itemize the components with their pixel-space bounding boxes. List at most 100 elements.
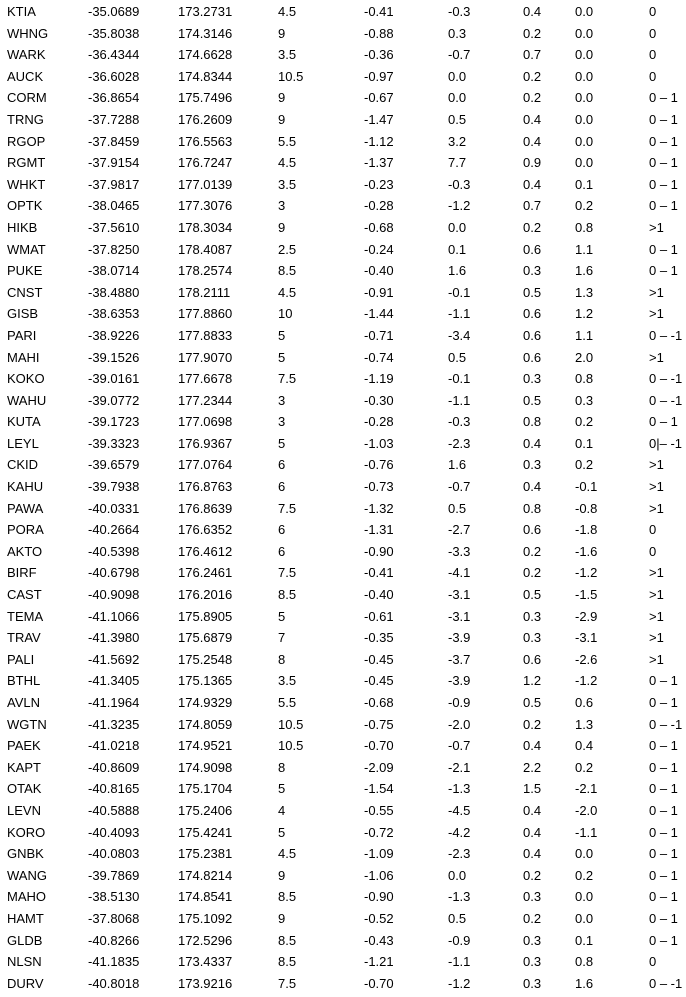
table-row: BTHL -41.3405 175.1365 3.5 -0.45 -3.9 1.2 -1.2 0… <box>0 670 686 692</box>
value-c-cell: 9 <box>278 910 286 926</box>
range-cell: 0 – 1 <box>649 824 678 840</box>
value-d-cell: -0.40 <box>364 587 394 603</box>
station-code-cell: HIKB <box>7 219 38 235</box>
value-e-cell: 3.2 <box>448 133 467 149</box>
value-g-cell: 1.3 <box>575 284 594 300</box>
table-row: NLSN -41.1835 173.4337 8.5 -1.21 -1.1 0.3 0.8 0 <box>0 951 686 973</box>
longitude-cell: 176.7247 <box>178 155 233 171</box>
value-g-cell: 0.3 <box>575 392 594 408</box>
range-cell: 0 – 1 <box>649 781 678 797</box>
longitude-cell: 178.4087 <box>178 241 233 257</box>
value-g-cell: 0.2 <box>575 457 594 473</box>
station-code-cell: RGOP <box>7 133 46 149</box>
value-c-cell: 5 <box>278 435 286 451</box>
range-cell: >1 <box>649 651 664 667</box>
value-g-cell: -2.6 <box>575 651 598 667</box>
value-g-cell: 1.2 <box>575 306 594 322</box>
table-row: KTIA -35.0689 173.2731 4.5 -0.41 -0.3 0.4 0.0 0 <box>0 1 686 23</box>
range-cell: 0 – 1 <box>649 867 678 883</box>
table-row: WAHU -39.0772 177.2344 3 -0.30 -1.1 0.5 0.3 0 – … <box>0 390 686 412</box>
value-d-cell: -0.35 <box>364 630 394 646</box>
range-cell: 0 – 1 <box>649 759 678 775</box>
value-f-cell: 0.4 <box>523 435 542 451</box>
value-c-cell: 4 <box>278 802 286 818</box>
value-g-cell: 0.0 <box>575 889 594 905</box>
latitude-cell: -40.5888 <box>88 802 140 818</box>
value-g-cell: -1.2 <box>575 673 598 689</box>
value-d-cell: -2.09 <box>364 759 394 775</box>
value-f-cell: 0.2 <box>523 219 542 235</box>
range-cell: >1 <box>649 565 664 581</box>
value-e-cell: -4.1 <box>448 565 471 581</box>
value-d-cell: -0.23 <box>364 176 394 192</box>
latitude-cell: -39.1526 <box>88 349 140 365</box>
value-f-cell: 0.2 <box>523 867 542 883</box>
value-c-cell: 6 <box>278 457 286 473</box>
longitude-cell: 174.9098 <box>178 759 233 775</box>
value-g-cell: 0.4 <box>575 738 594 754</box>
value-e-cell: -1.3 <box>448 781 471 797</box>
value-d-cell: -0.43 <box>364 932 394 948</box>
table-row: TRNG -37.7288 176.2609 9 -1.47 0.5 0.4 0.0 0 – 1 <box>0 109 686 131</box>
table-row: MAHO -38.5130 174.8541 8.5 -0.90 -1.3 0.3 0.0 0 … <box>0 886 686 908</box>
latitude-cell: -41.1066 <box>88 608 140 624</box>
latitude-cell: -38.6353 <box>88 306 140 322</box>
value-d-cell: -0.24 <box>364 241 394 257</box>
value-d-cell: -1.44 <box>364 306 394 322</box>
value-f-cell: 0.5 <box>523 392 542 408</box>
value-c-cell: 8.5 <box>278 932 297 948</box>
table-row: KUTA -39.1723 177.0698 3 -0.28 -0.3 0.8 0.2 0 – … <box>0 411 686 433</box>
longitude-cell: 176.9367 <box>178 435 233 451</box>
station-code-cell: PALI <box>7 651 35 667</box>
value-e-cell: 0.3 <box>448 25 467 41</box>
latitude-cell: -39.0161 <box>88 371 140 387</box>
value-c-cell: 5.5 <box>278 695 297 710</box>
value-c-cell: 10.5 <box>278 716 304 732</box>
station-code-cell: TRNG <box>7 111 44 127</box>
latitude-cell: -37.8250 <box>88 241 140 257</box>
value-e-cell: 0.0 <box>448 90 467 106</box>
value-f-cell: 0.5 <box>523 284 542 300</box>
station-code-cell: PAEK <box>7 738 41 754</box>
range-cell: 0 – 1 <box>649 155 678 171</box>
value-e-cell: 0.5 <box>448 349 467 365</box>
station-code-cell: PAWA <box>7 500 44 516</box>
value-g-cell: -2.1 <box>575 781 598 797</box>
longitude-cell: 175.2548 <box>178 651 233 667</box>
longitude-cell: 176.5563 <box>178 133 233 149</box>
value-d-cell: -0.72 <box>364 824 394 840</box>
range-cell: 0 – 1 <box>649 802 678 818</box>
value-g-cell: 1.6 <box>575 975 594 991</box>
table-row: GLDB -40.8266 172.5296 8.5 -0.43 -0.9 0.3 0.1 0 … <box>0 930 686 952</box>
table-row: PAWA -40.0331 176.8639 7.5 -1.32 0.5 0.8 -0.8 >1 <box>0 498 686 520</box>
table-row: CKID -39.6579 177.0764 6 -0.76 1.6 0.3 0.2 >1 <box>0 454 686 476</box>
value-f-cell: 0.2 <box>523 543 542 559</box>
value-c-cell: 5 <box>278 327 286 343</box>
value-f-cell: 0.3 <box>523 371 542 387</box>
latitude-cell: -37.8068 <box>88 910 140 926</box>
value-g-cell: 0.1 <box>575 176 594 192</box>
latitude-cell: -40.8165 <box>88 781 140 797</box>
table-row: WANG -39.7869 174.8214 9 -1.06 0.0 0.2 0.2 0 – 1 <box>0 865 686 887</box>
value-e-cell: -3.7 <box>448 651 471 667</box>
value-d-cell: -1.31 <box>364 522 394 538</box>
value-d-cell: -0.67 <box>364 90 394 106</box>
value-d-cell: -0.52 <box>364 910 394 926</box>
value-c-cell: 4.5 <box>278 284 297 300</box>
station-code-cell: KAHU <box>7 479 44 495</box>
value-g-cell: -1.1 <box>575 824 598 840</box>
value-f-cell: 0.6 <box>523 522 542 538</box>
range-cell: 0 – -1 <box>649 392 683 408</box>
value-d-cell: -1.54 <box>364 781 394 797</box>
value-d-cell: -1.32 <box>364 500 394 516</box>
value-f-cell: 0.3 <box>523 630 542 646</box>
value-e-cell: -2.1 <box>448 759 471 775</box>
value-g-cell: 0.0 <box>575 68 594 84</box>
value-f-cell: 0.8 <box>523 500 542 516</box>
range-cell: 0 – 1 <box>649 198 678 214</box>
value-e-cell: -3.1 <box>448 587 471 603</box>
value-g-cell: 1.1 <box>575 327 594 343</box>
station-code-cell: CKID <box>7 457 39 473</box>
station-code-cell: NLSN <box>7 954 42 970</box>
value-d-cell: -0.91 <box>364 284 394 300</box>
